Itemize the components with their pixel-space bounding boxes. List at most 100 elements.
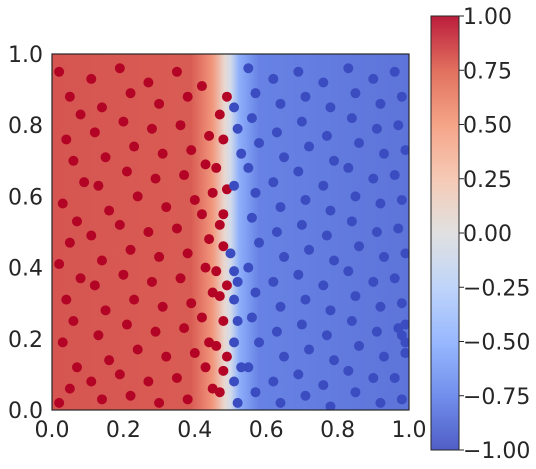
point-class-1 <box>171 223 182 234</box>
point-class-1 <box>89 280 100 291</box>
point-class-1 <box>114 63 125 74</box>
point-class-1 <box>57 337 68 348</box>
point-class-neg1 <box>350 191 361 202</box>
decision-surface <box>52 54 409 410</box>
point-class-1 <box>207 187 218 198</box>
point-class-neg1 <box>232 397 243 408</box>
point-class-neg1 <box>279 152 290 163</box>
point-class-neg1 <box>229 102 240 113</box>
point-class-1 <box>161 351 172 362</box>
point-class-1 <box>175 273 186 284</box>
point-class-neg1 <box>246 212 257 223</box>
point-class-1 <box>161 202 172 213</box>
point-class-1 <box>54 259 65 270</box>
colorbar-ticks: 1.00 0.75 0.50 0.25 0.00 −0.25 −0.50 −0.75 −1.00 <box>459 5 530 464</box>
point-class-neg1 <box>275 202 286 213</box>
point-class-neg1 <box>304 244 315 255</box>
colorbar-tick-label: −0.50 <box>463 331 530 356</box>
point-class-neg1 <box>329 255 340 266</box>
point-class-1 <box>186 145 197 156</box>
point-class-neg1 <box>254 237 265 248</box>
point-class-1 <box>218 241 229 252</box>
point-class-1 <box>132 344 143 355</box>
point-class-neg1 <box>375 397 386 408</box>
point-class-1 <box>186 298 197 309</box>
colorbar-tick-label: 1.00 <box>463 5 512 30</box>
point-class-neg1 <box>293 66 304 77</box>
point-class-neg1 <box>379 351 390 362</box>
point-class-1 <box>179 170 190 181</box>
point-class-1 <box>100 305 111 316</box>
point-class-neg1 <box>229 266 240 277</box>
point-class-neg1 <box>275 397 286 408</box>
point-class-1 <box>54 66 65 77</box>
point-class-neg1 <box>300 294 311 305</box>
colorbar-tick-label: −1.00 <box>463 439 530 464</box>
point-class-neg1 <box>236 148 247 159</box>
point-class-1 <box>200 362 211 373</box>
x-axis: 0.0 0.2 0.4 0.6 0.8 1.0 <box>35 418 427 443</box>
point-class-neg1 <box>271 326 282 337</box>
point-class-neg1 <box>229 337 240 348</box>
point-class-1 <box>54 397 65 408</box>
point-class-1 <box>143 77 154 88</box>
point-class-neg1 <box>346 216 357 227</box>
colorbar-tick-label: 0.25 <box>463 168 512 193</box>
x-tick-label: 0.6 <box>249 418 284 443</box>
point-class-1 <box>154 251 165 262</box>
point-class-neg1 <box>343 63 354 74</box>
x-tick-label: 0.0 <box>35 418 70 443</box>
point-class-neg1 <box>321 230 332 241</box>
point-class-1 <box>64 383 75 394</box>
point-class-neg1 <box>375 98 386 109</box>
colorbar-tick-label: −0.25 <box>463 276 530 301</box>
point-class-1 <box>96 255 107 266</box>
point-class-neg1 <box>371 123 382 134</box>
point-class-1 <box>114 219 125 230</box>
point-class-neg1 <box>232 276 243 287</box>
point-class-neg1 <box>275 98 286 109</box>
point-class-neg1 <box>396 194 407 205</box>
point-class-neg1 <box>379 251 390 262</box>
point-class-neg1 <box>354 138 365 148</box>
point-class-neg1 <box>396 298 407 309</box>
point-class-1 <box>86 73 97 84</box>
point-class-1 <box>64 91 75 102</box>
point-class-1 <box>86 376 97 387</box>
point-class-neg1 <box>371 326 382 337</box>
y-tick-label: 0.0 <box>8 399 43 424</box>
point-class-1 <box>182 91 193 102</box>
point-class-1 <box>96 394 107 405</box>
point-class-neg1 <box>350 291 361 302</box>
point-class-1 <box>121 166 132 177</box>
point-class-1 <box>57 198 68 209</box>
point-class-neg1 <box>254 138 265 148</box>
point-class-1 <box>118 116 129 127</box>
point-class-neg1 <box>293 269 304 280</box>
point-class-1 <box>157 148 168 159</box>
point-class-1 <box>218 209 229 220</box>
x-tick-label: 0.2 <box>106 418 141 443</box>
point-class-neg1 <box>389 66 400 77</box>
point-class-neg1 <box>354 241 365 252</box>
point-class-1 <box>61 134 72 145</box>
colorbar-tick-label: 0.50 <box>463 114 512 139</box>
y-tick-label: 0.2 <box>8 328 43 353</box>
colorbar-tick-label: 0.00 <box>463 222 512 247</box>
point-class-neg1 <box>275 301 286 312</box>
point-class-neg1 <box>350 387 361 398</box>
point-class-1 <box>179 323 190 334</box>
point-class-neg1 <box>296 319 307 330</box>
point-class-neg1 <box>246 312 257 323</box>
point-class-1 <box>125 88 136 99</box>
point-class-1 <box>211 162 222 173</box>
point-class-1 <box>114 369 125 380</box>
point-class-1 <box>132 191 143 202</box>
point-class-neg1 <box>232 123 243 134</box>
point-class-1 <box>93 180 104 191</box>
point-class-neg1 <box>293 166 304 177</box>
point-class-1 <box>125 244 136 255</box>
point-class-1 <box>196 209 207 220</box>
x-tick-label: 1.0 <box>392 418 427 443</box>
point-class-neg1 <box>296 116 307 127</box>
